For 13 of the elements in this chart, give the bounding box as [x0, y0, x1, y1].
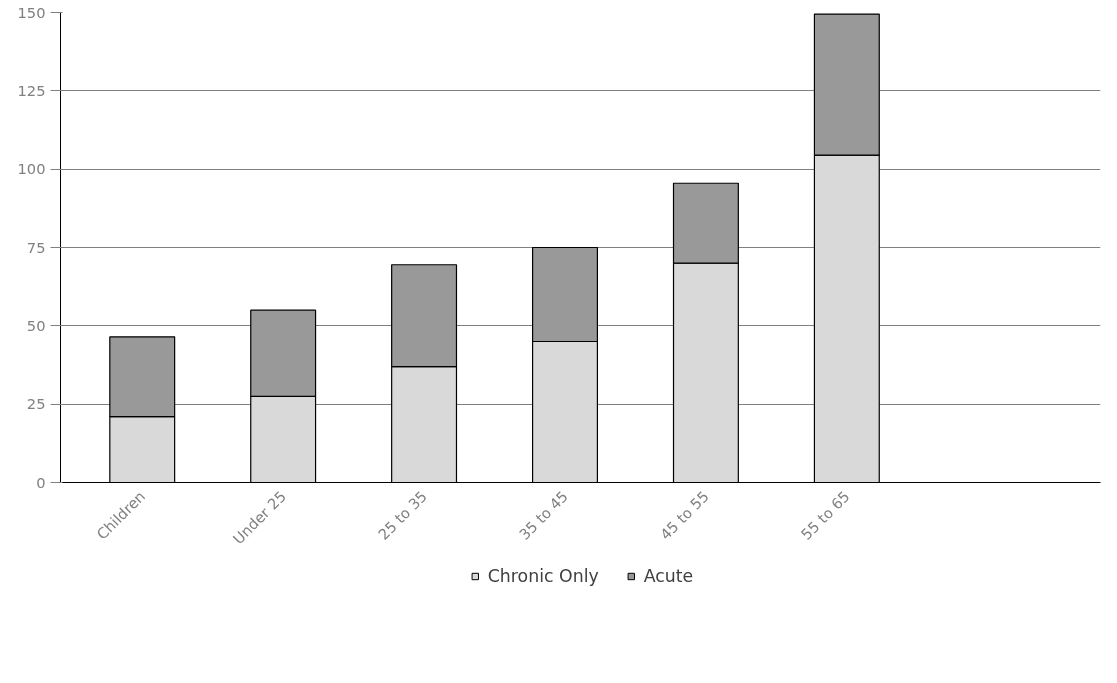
y-tick-label: 125	[17, 81, 46, 99]
legend-label: Acute	[643, 566, 694, 586]
y-tick-label: 75	[26, 238, 46, 256]
x-tick-label: 45 to 55	[656, 487, 712, 543]
x-tick-label: 25 to 35	[374, 487, 431, 543]
x-tick-label: 35 to 45	[515, 487, 572, 543]
y-tick-label: 100	[17, 160, 46, 178]
legend-label: Chronic Only	[487, 566, 599, 586]
y-tick-label: 150	[17, 3, 46, 21]
y-tick-label: 0	[36, 473, 46, 491]
x-tick-label: 55 to 65	[797, 487, 853, 543]
y-tick-label: 25	[26, 395, 46, 413]
y-tick-label: 50	[26, 316, 46, 334]
